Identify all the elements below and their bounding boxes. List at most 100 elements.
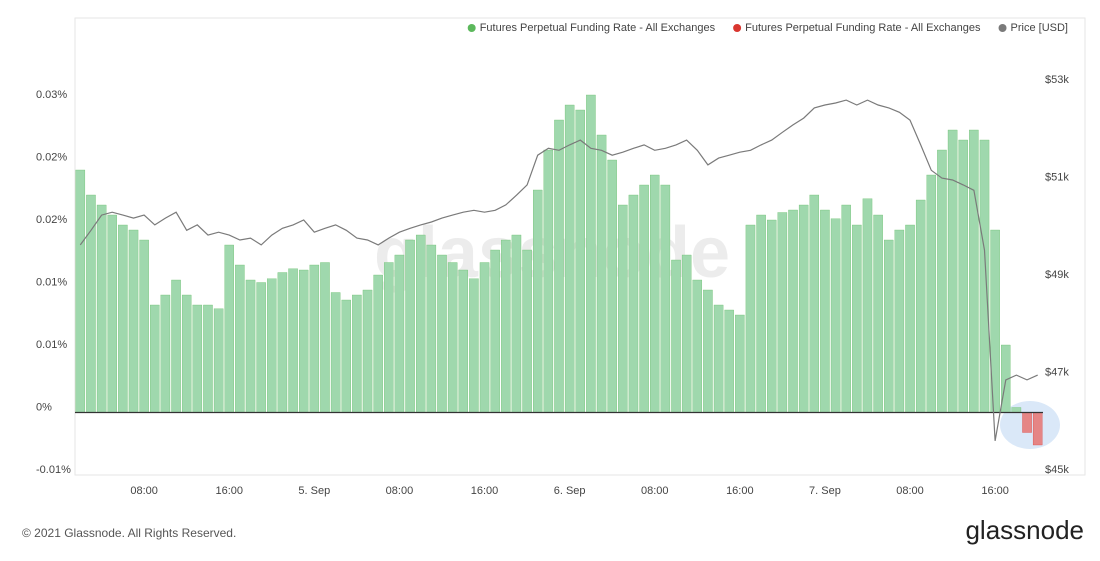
bar	[724, 309, 734, 413]
bar	[639, 184, 649, 413]
bar	[543, 149, 554, 413]
bar	[905, 224, 915, 413]
bar	[618, 204, 628, 413]
bar	[628, 194, 639, 413]
bar	[75, 169, 86, 413]
bar	[777, 212, 788, 413]
bar	[767, 219, 777, 413]
bar	[713, 304, 724, 413]
legend-marker	[998, 24, 1007, 32]
bar	[681, 254, 692, 413]
bar	[533, 189, 543, 413]
legend-marker	[467, 24, 476, 32]
bar	[1022, 412, 1032, 433]
x-tick-label: 08:00	[641, 485, 669, 497]
bar	[341, 299, 351, 413]
bar	[788, 209, 798, 413]
bar	[575, 109, 585, 413]
bar	[139, 239, 149, 413]
y-tick-label: 0.01%	[36, 339, 67, 351]
y-tick-label: 0.01%	[36, 276, 67, 288]
bar	[671, 259, 681, 413]
bar	[320, 262, 330, 413]
bar	[107, 214, 117, 413]
x-tick-label: 08:00	[386, 485, 414, 497]
bar	[362, 289, 373, 413]
bar	[150, 304, 160, 413]
bar	[894, 229, 905, 413]
plot-frame	[74, 17, 1086, 476]
bar	[490, 249, 500, 413]
x-tick-label: 6. Sep	[554, 485, 586, 497]
bar	[873, 214, 883, 413]
bar	[469, 278, 479, 413]
bar	[650, 174, 660, 413]
y-tick-label: -0.01%	[36, 464, 71, 476]
bar	[735, 314, 745, 413]
bar	[884, 239, 894, 413]
bar	[969, 129, 979, 413]
bar	[1032, 412, 1043, 446]
bar	[511, 234, 522, 413]
bar	[703, 289, 713, 413]
bar	[926, 174, 937, 413]
bar	[277, 272, 288, 413]
bar	[384, 262, 394, 413]
y2-tick-label: $51k	[1045, 172, 1069, 184]
y-tick-label: 0.02%	[36, 151, 67, 163]
footer: © 2021 Glassnode. All Rights Reserved.	[22, 526, 236, 540]
bar	[415, 234, 426, 413]
bar	[862, 198, 873, 413]
bar	[160, 294, 171, 413]
bar	[181, 294, 192, 413]
x-tick-label: 08:00	[130, 485, 158, 497]
bar	[607, 159, 617, 413]
bar	[522, 249, 532, 413]
bar	[373, 274, 383, 413]
bar	[692, 279, 703, 413]
bar	[86, 194, 96, 413]
bar	[245, 279, 256, 413]
bar	[352, 294, 362, 413]
bar	[745, 224, 756, 413]
bar	[256, 282, 266, 413]
x-tick-label: 16:00	[215, 485, 243, 497]
y-tick-label: 0%	[36, 401, 52, 413]
bar	[394, 254, 405, 413]
bar	[309, 264, 320, 413]
bar	[798, 204, 809, 413]
bar	[267, 278, 277, 413]
y2-tick-label: $49k	[1045, 269, 1069, 281]
y2-tick-label: $53k	[1045, 74, 1069, 86]
bar	[830, 218, 841, 413]
bar	[596, 134, 607, 413]
bar	[203, 304, 213, 413]
bar	[288, 268, 298, 413]
bar	[554, 119, 564, 413]
bar	[586, 94, 596, 413]
bar	[756, 214, 766, 413]
legend-label: Price [USD]	[1011, 22, 1068, 34]
bar	[852, 224, 862, 413]
x-tick-label: 16:00	[726, 485, 754, 497]
bar	[564, 104, 575, 413]
bar	[298, 269, 309, 413]
logo: glassnode	[965, 515, 1084, 545]
bar	[958, 139, 968, 413]
bar	[915, 199, 926, 413]
legend-marker	[733, 24, 742, 32]
y2-tick-label: $47k	[1045, 367, 1069, 379]
bar	[118, 224, 128, 413]
x-tick-label: 7. Sep	[809, 485, 841, 497]
bar	[937, 149, 947, 413]
bar	[192, 304, 203, 413]
x-tick-label: 08:00	[896, 485, 924, 497]
bar	[405, 239, 415, 413]
bar	[947, 129, 958, 413]
legend-label: Futures Perpetual Funding Rate - All Exc…	[480, 22, 716, 34]
bar	[171, 279, 181, 413]
x-tick-label: 5. Sep	[298, 485, 330, 497]
y-tick-label: 0.02%	[36, 214, 67, 226]
